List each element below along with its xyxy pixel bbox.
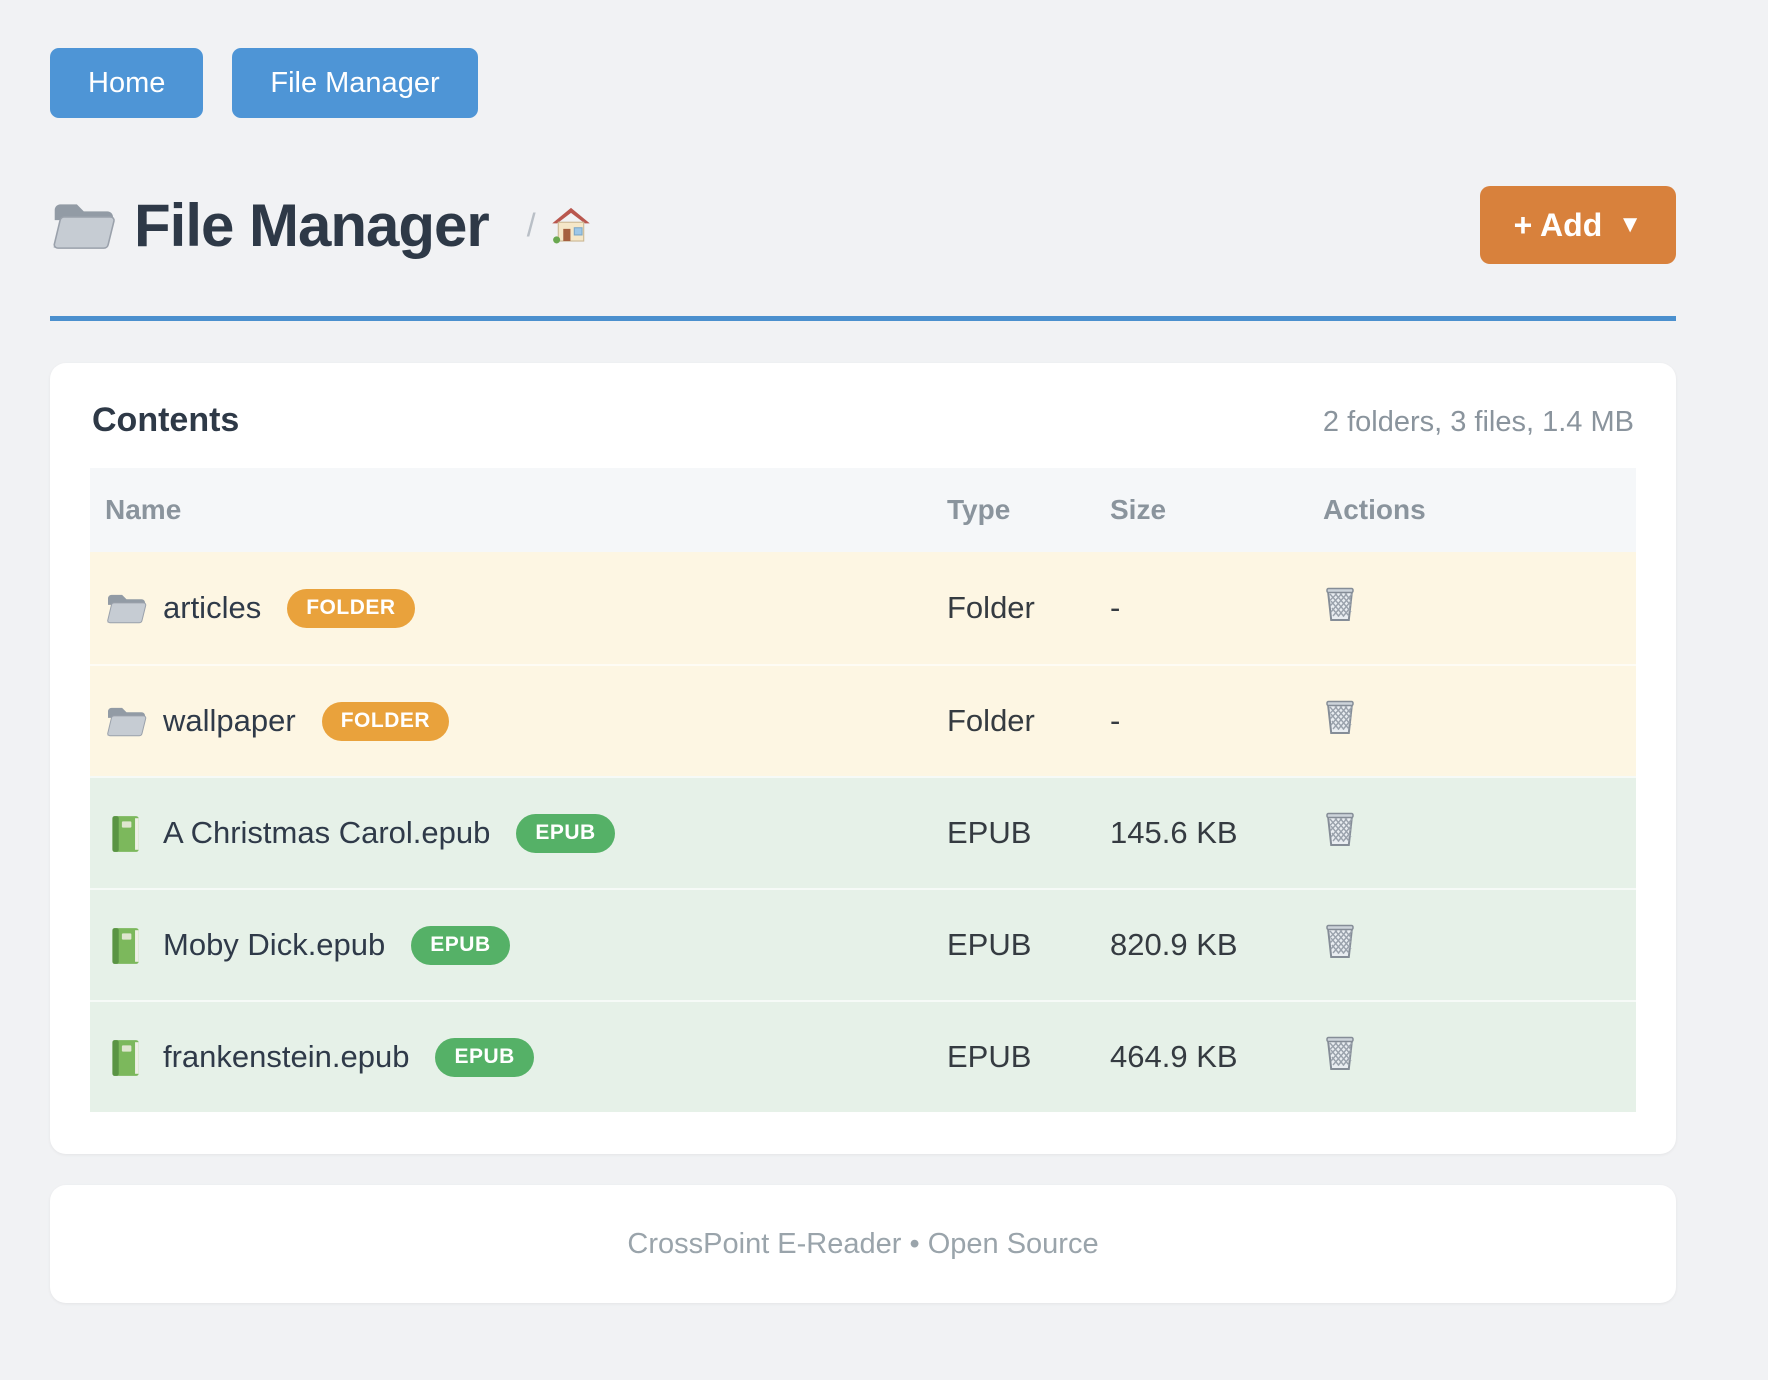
page-title: File Manager bbox=[134, 191, 490, 259]
footer: CrossPoint E-Reader • Open Source bbox=[50, 1185, 1676, 1303]
size-cell: - bbox=[1110, 590, 1121, 625]
table-row: articles FOLDER Folder - bbox=[90, 552, 1636, 664]
type-cell: Folder bbox=[947, 703, 1035, 738]
size-cell: 464.9 KB bbox=[1110, 1039, 1238, 1074]
trash-icon bbox=[1323, 585, 1357, 626]
delete-button[interactable] bbox=[1323, 1034, 1357, 1075]
trash-icon bbox=[1323, 922, 1357, 963]
file-name-link[interactable]: Moby Dick.epub bbox=[163, 927, 386, 962]
type-cell: EPUB bbox=[947, 815, 1032, 850]
trash-icon bbox=[1323, 810, 1357, 851]
epub-badge: EPUB bbox=[435, 1037, 534, 1077]
book-icon bbox=[105, 926, 147, 964]
folder-icon bbox=[105, 589, 147, 627]
file-manager-nav-button[interactable]: File Manager bbox=[232, 48, 478, 118]
delete-button[interactable] bbox=[1323, 698, 1357, 739]
file-name-link[interactable]: articles bbox=[163, 590, 262, 625]
folder-badge: FOLDER bbox=[287, 588, 415, 628]
column-header-size: Size bbox=[1110, 494, 1167, 525]
type-cell: EPUB bbox=[947, 1039, 1032, 1074]
size-cell: 820.9 KB bbox=[1110, 927, 1238, 962]
file-table: Name Type Size Actions articles FOLDER F… bbox=[90, 468, 1636, 1112]
column-header-actions: Actions bbox=[1323, 494, 1426, 525]
folder-icon bbox=[50, 196, 116, 254]
contents-card: Contents 2 folders, 3 files, 1.4 MB Name… bbox=[50, 363, 1676, 1154]
file-name-link[interactable]: wallpaper bbox=[163, 703, 296, 738]
top-nav: Home File Manager bbox=[50, 48, 1676, 118]
type-cell: EPUB bbox=[947, 927, 1032, 962]
book-icon bbox=[105, 814, 147, 852]
title-group: File Manager / bbox=[50, 191, 592, 260]
table-row: Moby Dick.epub EPUB EPUB 820.9 KB bbox=[90, 888, 1636, 1000]
header-divider bbox=[50, 316, 1676, 321]
breadcrumb: / bbox=[527, 205, 592, 245]
file-name-link[interactable]: frankenstein.epub bbox=[163, 1039, 410, 1074]
column-header-type: Type bbox=[947, 494, 1011, 525]
table-row: frankenstein.epub EPUB EPUB 464.9 KB bbox=[90, 1000, 1636, 1112]
file-name-link[interactable]: A Christmas Carol.epub bbox=[163, 815, 491, 850]
breadcrumb-separator: / bbox=[526, 206, 536, 243]
book-icon bbox=[105, 1038, 147, 1076]
trash-icon bbox=[1323, 1034, 1357, 1075]
delete-button[interactable] bbox=[1323, 585, 1357, 626]
folder-icon bbox=[105, 702, 147, 740]
home-nav-button[interactable]: Home bbox=[50, 48, 204, 118]
add-button-label: + Add bbox=[1513, 206, 1603, 243]
contents-summary: 2 folders, 3 files, 1.4 MB bbox=[1322, 406, 1634, 438]
size-cell: - bbox=[1110, 703, 1121, 738]
chevron-down-icon: ▼ bbox=[1618, 211, 1642, 238]
trash-icon bbox=[1323, 698, 1357, 739]
table-row: A Christmas Carol.epub EPUB EPUB 145.6 K… bbox=[90, 776, 1636, 888]
delete-button[interactable] bbox=[1323, 922, 1357, 963]
column-header-name: Name bbox=[105, 494, 182, 525]
page-header: File Manager / + Add ▼ bbox=[50, 186, 1676, 264]
type-cell: Folder bbox=[947, 590, 1035, 625]
contents-card-header: Contents 2 folders, 3 files, 1.4 MB bbox=[90, 401, 1636, 440]
home-icon[interactable] bbox=[550, 205, 592, 245]
epub-badge: EPUB bbox=[516, 813, 615, 853]
folder-badge: FOLDER bbox=[321, 701, 450, 741]
table-row: wallpaper FOLDER Folder - bbox=[90, 664, 1636, 776]
contents-title: Contents bbox=[92, 401, 240, 439]
add-button[interactable]: + Add ▼ bbox=[1479, 186, 1676, 264]
epub-badge: EPUB bbox=[411, 925, 510, 965]
delete-button[interactable] bbox=[1323, 810, 1357, 851]
size-cell: 145.6 KB bbox=[1110, 815, 1238, 850]
footer-text: CrossPoint E-Reader • Open Source bbox=[627, 1227, 1099, 1260]
table-header-row: Name Type Size Actions bbox=[90, 468, 1636, 552]
file-manager-page: Home File Manager File Manager / + Add ▼… bbox=[50, 48, 1676, 1303]
